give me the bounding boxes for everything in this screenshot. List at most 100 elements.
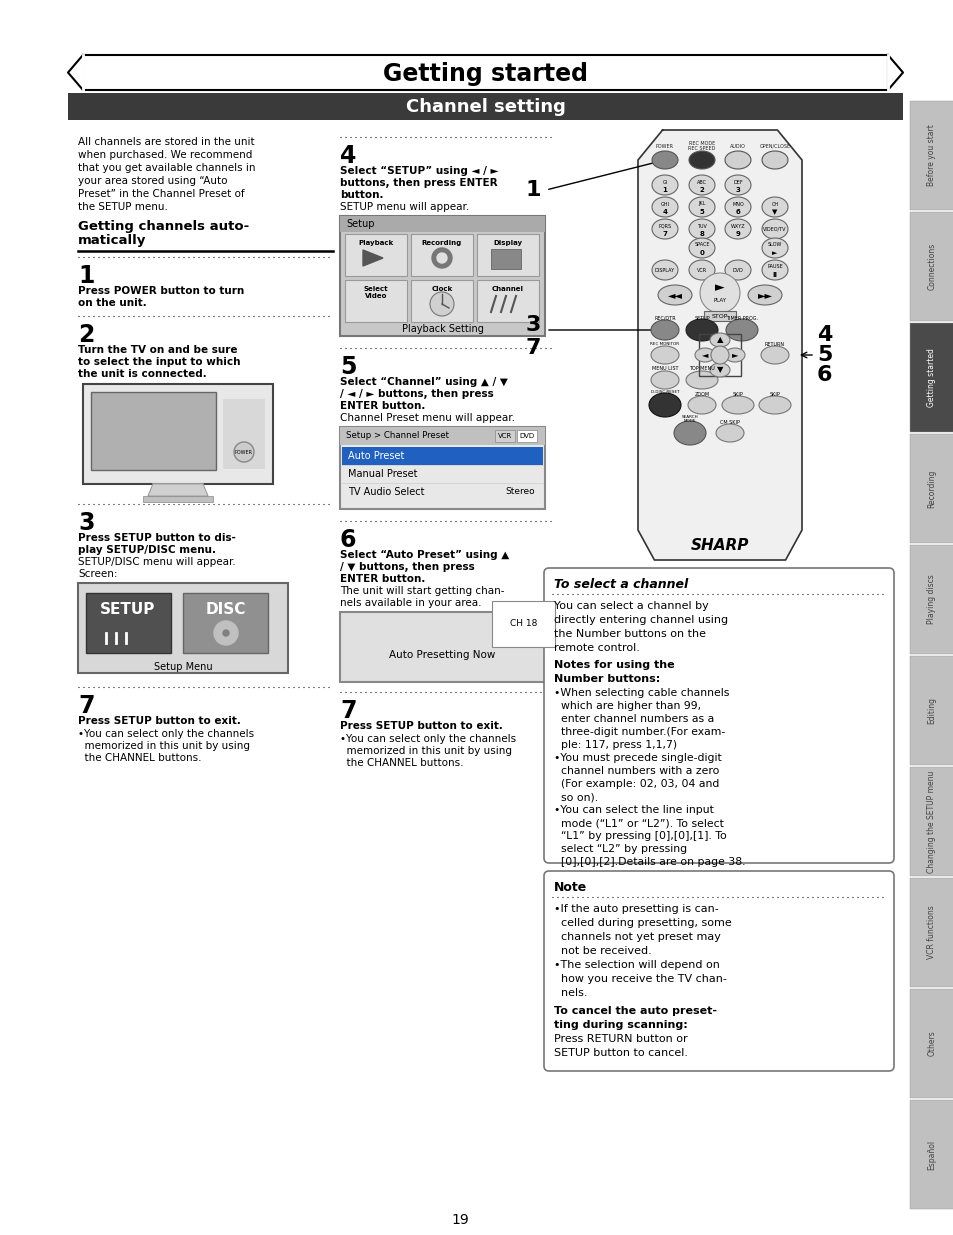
Ellipse shape: [759, 396, 790, 414]
FancyBboxPatch shape: [491, 249, 520, 269]
Text: OPEN/CLOSE: OPEN/CLOSE: [759, 143, 790, 148]
Ellipse shape: [724, 219, 750, 240]
Ellipse shape: [760, 346, 788, 364]
Circle shape: [432, 248, 452, 268]
Text: Channel setting: Channel setting: [405, 99, 565, 116]
Text: •When selecting cable channels: •When selecting cable channels: [554, 688, 729, 698]
Text: SETUP: SETUP: [100, 603, 155, 618]
FancyBboxPatch shape: [909, 1100, 953, 1209]
Ellipse shape: [651, 261, 678, 280]
Text: 1: 1: [662, 186, 667, 193]
Text: Press POWER button to turn: Press POWER button to turn: [78, 287, 244, 296]
Text: 5: 5: [699, 209, 703, 215]
Text: 9: 9: [735, 231, 740, 237]
Ellipse shape: [761, 151, 787, 169]
Text: Recording: Recording: [421, 240, 461, 246]
Text: 7: 7: [339, 699, 356, 722]
Polygon shape: [68, 56, 83, 90]
Text: 2: 2: [78, 324, 94, 347]
Ellipse shape: [685, 370, 718, 389]
Text: Display: Display: [493, 240, 522, 246]
Polygon shape: [148, 484, 208, 496]
Text: [0],[0],[2].Details are on page 38.: [0],[0],[2].Details are on page 38.: [554, 857, 744, 867]
Text: Preset” in the Channel Preset of: Preset” in the Channel Preset of: [78, 189, 244, 199]
Text: The unit will start getting chan-: The unit will start getting chan-: [339, 585, 504, 597]
Text: Stereo: Stereo: [505, 488, 535, 496]
Text: •You can select the line input: •You can select the line input: [554, 805, 713, 815]
Text: Changing the SETUP menu: Changing the SETUP menu: [926, 771, 936, 873]
FancyBboxPatch shape: [339, 216, 544, 336]
Text: 5: 5: [339, 354, 356, 379]
Text: TV Audio Select: TV Audio Select: [348, 487, 424, 496]
Ellipse shape: [688, 219, 714, 240]
Text: when purchased. We recommend: when purchased. We recommend: [78, 149, 253, 161]
FancyBboxPatch shape: [476, 233, 538, 275]
FancyBboxPatch shape: [543, 871, 893, 1071]
FancyBboxPatch shape: [543, 568, 893, 863]
Text: ting during scanning:: ting during scanning:: [554, 1020, 687, 1030]
Text: channel numbers with a zero: channel numbers with a zero: [554, 766, 719, 776]
Circle shape: [710, 346, 728, 364]
Text: SETUP button to cancel.: SETUP button to cancel.: [554, 1049, 687, 1058]
FancyBboxPatch shape: [703, 311, 735, 321]
Ellipse shape: [673, 421, 705, 445]
Text: Select
Video: Select Video: [363, 287, 388, 299]
Text: AUDIO: AUDIO: [729, 143, 745, 148]
FancyBboxPatch shape: [183, 593, 268, 653]
FancyBboxPatch shape: [345, 233, 407, 275]
FancyBboxPatch shape: [411, 280, 473, 322]
Text: DVD: DVD: [732, 268, 742, 273]
FancyBboxPatch shape: [339, 613, 544, 682]
Text: Press SETUP button to exit.: Press SETUP button to exit.: [339, 721, 502, 731]
Text: 0: 0: [699, 249, 703, 256]
Text: 6: 6: [816, 366, 832, 385]
Text: •The selection will depend on: •The selection will depend on: [554, 960, 720, 969]
Text: CH 18: CH 18: [509, 620, 537, 629]
Ellipse shape: [724, 261, 750, 280]
Text: mode (“L1” or “L2”). To select: mode (“L1” or “L2”). To select: [554, 818, 723, 827]
Ellipse shape: [761, 219, 787, 240]
Text: Channel Preset menu will appear.: Channel Preset menu will appear.: [339, 412, 515, 424]
FancyBboxPatch shape: [83, 384, 273, 484]
Text: Note: Note: [554, 881, 587, 894]
Text: that you get available channels in: that you get available channels in: [78, 163, 255, 173]
FancyBboxPatch shape: [345, 280, 407, 322]
Ellipse shape: [650, 320, 679, 340]
Text: buttons, then press ENTER: buttons, then press ENTER: [339, 178, 497, 188]
Ellipse shape: [688, 261, 714, 280]
Text: directly entering channel using: directly entering channel using: [554, 615, 727, 625]
FancyBboxPatch shape: [517, 430, 537, 442]
Text: POWER: POWER: [656, 143, 673, 148]
FancyBboxPatch shape: [339, 427, 544, 445]
Text: 1: 1: [525, 180, 540, 200]
Text: GI: GI: [661, 179, 667, 184]
FancyBboxPatch shape: [909, 545, 953, 655]
Text: Setup > Channel Preset: Setup > Channel Preset: [346, 431, 449, 441]
Ellipse shape: [688, 151, 714, 169]
Text: Recording: Recording: [926, 469, 936, 508]
Ellipse shape: [650, 346, 679, 364]
Text: SLOW: SLOW: [767, 242, 781, 247]
Text: REC/OTR: REC/OTR: [654, 315, 675, 321]
Text: ►: ►: [772, 249, 777, 256]
Ellipse shape: [648, 393, 680, 417]
Text: •If the auto presetting is can-: •If the auto presetting is can-: [554, 904, 718, 914]
Text: select “L2” by pressing: select “L2” by pressing: [554, 844, 686, 853]
Text: ENTER button.: ENTER button.: [339, 574, 425, 584]
Ellipse shape: [650, 370, 679, 389]
FancyBboxPatch shape: [91, 391, 215, 471]
Text: ◄: ◄: [701, 351, 707, 359]
FancyBboxPatch shape: [68, 93, 902, 120]
Text: Playback: Playback: [358, 240, 394, 246]
Ellipse shape: [761, 261, 787, 280]
Text: 3: 3: [735, 186, 740, 193]
Ellipse shape: [724, 151, 750, 169]
Ellipse shape: [687, 396, 716, 414]
Text: Others: Others: [926, 1031, 936, 1056]
FancyBboxPatch shape: [411, 233, 473, 275]
Text: Select “Channel” using ▲ / ▼: Select “Channel” using ▲ / ▼: [339, 377, 507, 387]
Text: ◄◄: ◄◄: [667, 290, 681, 300]
Text: •You can select only the channels: •You can select only the channels: [78, 729, 253, 739]
Text: SEARCH
MODE: SEARCH MODE: [681, 415, 698, 424]
Text: CH: CH: [771, 201, 778, 206]
